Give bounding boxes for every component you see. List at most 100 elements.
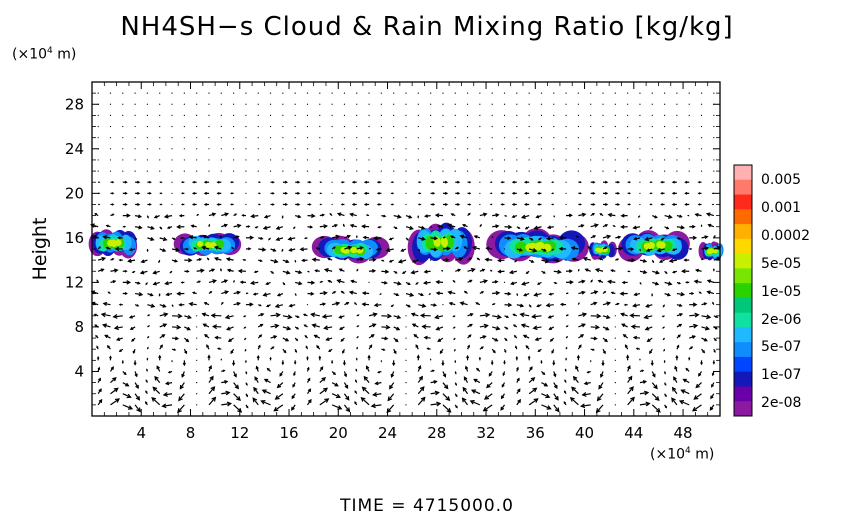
wind-dot bbox=[393, 125, 395, 128]
wind-dot bbox=[233, 159, 235, 161]
wind-dot bbox=[663, 103, 666, 105]
wind-arrowhead bbox=[584, 268, 589, 272]
wind-dot bbox=[688, 137, 690, 139]
wind-dot bbox=[294, 159, 296, 161]
wind-arrowhead bbox=[216, 347, 220, 350]
wind-arrowhead bbox=[390, 181, 393, 184]
wind-dot bbox=[528, 114, 530, 116]
wind-arrowhead bbox=[321, 235, 325, 239]
wind-arrowhead bbox=[484, 257, 489, 262]
wind-dot bbox=[319, 125, 321, 128]
wind-dot bbox=[627, 237, 629, 239]
wind-dot bbox=[122, 148, 124, 150]
wind-arrowhead bbox=[566, 335, 568, 338]
wind-arrowhead bbox=[423, 269, 428, 274]
wind-arrowhead bbox=[297, 214, 302, 219]
wind-arrowhead bbox=[536, 282, 540, 285]
wind-arrowhead bbox=[232, 362, 236, 367]
wind-arrowhead bbox=[704, 325, 710, 331]
wind-arrowhead bbox=[173, 237, 176, 240]
wind-arrowhead bbox=[136, 304, 140, 307]
wind-arrowhead bbox=[181, 373, 185, 378]
wind-arrowhead bbox=[663, 360, 666, 364]
wind-arrowhead bbox=[496, 314, 502, 320]
wind-arrowhead bbox=[298, 281, 303, 286]
wind-dot bbox=[627, 114, 629, 116]
colorbar-swatch bbox=[734, 209, 752, 225]
wind-arrowhead bbox=[545, 303, 551, 308]
wind-dot bbox=[590, 159, 592, 161]
wind-dot bbox=[528, 125, 530, 128]
wind-arrowhead bbox=[139, 270, 145, 275]
wind-arrowhead bbox=[182, 362, 186, 367]
wind-arrowhead bbox=[385, 247, 391, 253]
wind-arrowhead bbox=[416, 354, 420, 359]
wind-dot bbox=[479, 159, 481, 161]
wind-dot bbox=[577, 103, 579, 105]
wind-arrowhead bbox=[671, 202, 675, 206]
wind-arrowhead bbox=[469, 313, 474, 317]
wind-dot bbox=[454, 170, 456, 172]
wind-arrowhead bbox=[211, 324, 218, 330]
wind-arrowhead bbox=[98, 246, 101, 249]
wind-arrowhead bbox=[250, 280, 255, 286]
y-tick-label: 12 bbox=[65, 273, 84, 291]
wind-arrowhead bbox=[361, 302, 366, 307]
wind-arrowhead bbox=[683, 258, 687, 262]
wind-arrowhead bbox=[519, 303, 525, 308]
wind-dot bbox=[282, 170, 284, 172]
wind-dot bbox=[639, 159, 641, 161]
wind-dot bbox=[627, 148, 629, 150]
colorbar-label: 5e-05 bbox=[761, 255, 802, 272]
x-tick-labels: 4 8 12 16 20 24 28 32 36 40 44 48 bbox=[136, 424, 692, 442]
wind-arrowhead bbox=[336, 279, 342, 284]
wind-arrowhead bbox=[163, 312, 169, 317]
wind-arrowhead bbox=[644, 390, 650, 396]
wind-dot bbox=[183, 170, 185, 172]
wind-dot bbox=[343, 159, 346, 161]
wind-arrowhead bbox=[447, 223, 452, 228]
wind-arrowhead bbox=[678, 237, 681, 240]
wind-arrowhead bbox=[247, 247, 252, 251]
colorbar-swatch bbox=[734, 312, 752, 328]
wind-arrowhead bbox=[462, 386, 467, 392]
wind-arrowhead bbox=[690, 247, 693, 250]
wind-dot bbox=[294, 137, 296, 139]
wind-arrowhead bbox=[124, 180, 128, 184]
wind-arrowhead bbox=[323, 290, 328, 296]
wind-dot bbox=[565, 125, 567, 128]
wind-arrowhead bbox=[642, 270, 648, 275]
wind-dot bbox=[688, 148, 690, 150]
wind-dot bbox=[430, 103, 432, 105]
colorbar-label: 5e-07 bbox=[761, 339, 802, 356]
wind-arrowhead bbox=[434, 213, 440, 218]
wind-arrowhead bbox=[376, 180, 380, 184]
wind-arrowhead bbox=[551, 248, 554, 251]
wind-dot bbox=[331, 148, 333, 150]
wind-arrowhead bbox=[250, 213, 255, 219]
wind-arrowhead bbox=[372, 392, 378, 397]
wind-arrowhead bbox=[570, 246, 576, 251]
wind-arrowhead bbox=[329, 213, 332, 216]
wind-arrowhead bbox=[500, 180, 504, 184]
wind-dot bbox=[639, 192, 641, 194]
wind-arrowhead bbox=[691, 292, 695, 295]
wind-arrowhead bbox=[202, 234, 207, 239]
wind-dot bbox=[196, 92, 198, 94]
wind-arrowhead bbox=[134, 373, 138, 378]
wind-vector bbox=[322, 315, 333, 318]
wind-dot bbox=[651, 92, 653, 94]
wind-arrowhead bbox=[276, 383, 282, 389]
colorbar-swatch bbox=[734, 386, 752, 402]
wind-dot bbox=[663, 125, 666, 128]
wind-dot bbox=[700, 103, 703, 105]
wind-dot bbox=[306, 148, 309, 150]
wind-dot bbox=[577, 170, 579, 172]
wind-arrowhead bbox=[447, 290, 453, 295]
wind-dot bbox=[700, 159, 703, 161]
wind-dot bbox=[134, 114, 136, 116]
wind-arrowhead bbox=[645, 303, 650, 308]
wind-arrowhead bbox=[283, 283, 286, 286]
wind-arrowhead bbox=[246, 292, 249, 295]
wind-arrowhead bbox=[314, 269, 318, 273]
